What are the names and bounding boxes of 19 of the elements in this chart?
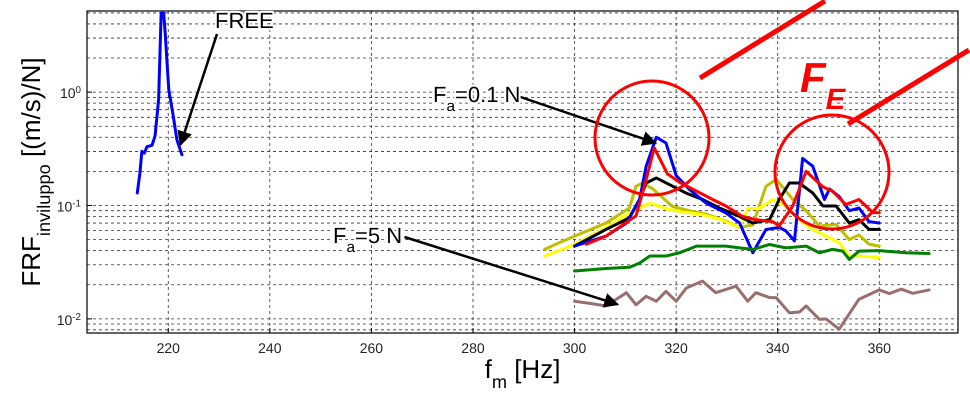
y-tick-label: 10$^{-2}$ — [56, 311, 81, 328]
annotation: FREE — [215, 8, 274, 33]
x-tick-label: 320 — [664, 340, 688, 356]
line-series — [573, 280, 931, 331]
line-series — [584, 146, 881, 246]
line-series — [136, 12, 184, 194]
annotation: F$_{a}$=5 N — [333, 223, 402, 256]
annotation: F$_{E}$ — [800, 54, 847, 116]
y-tick-label: 10$^{-1}$ — [56, 198, 81, 214]
x-tick-label: 360 — [868, 340, 892, 356]
x-tick-label: 300 — [562, 340, 586, 356]
x-tick-label: 340 — [766, 340, 790, 356]
y-tick-label: 10$^{0}$ — [60, 84, 82, 102]
x-axis-title: f$_{m}$ [Hz] — [484, 354, 560, 392]
x-tick-label: 240 — [258, 340, 282, 356]
line-series — [573, 242, 931, 273]
x-tick-label: 260 — [360, 340, 384, 356]
x-tick-label: 220 — [156, 340, 180, 356]
x-tick-label: 280 — [461, 340, 485, 356]
